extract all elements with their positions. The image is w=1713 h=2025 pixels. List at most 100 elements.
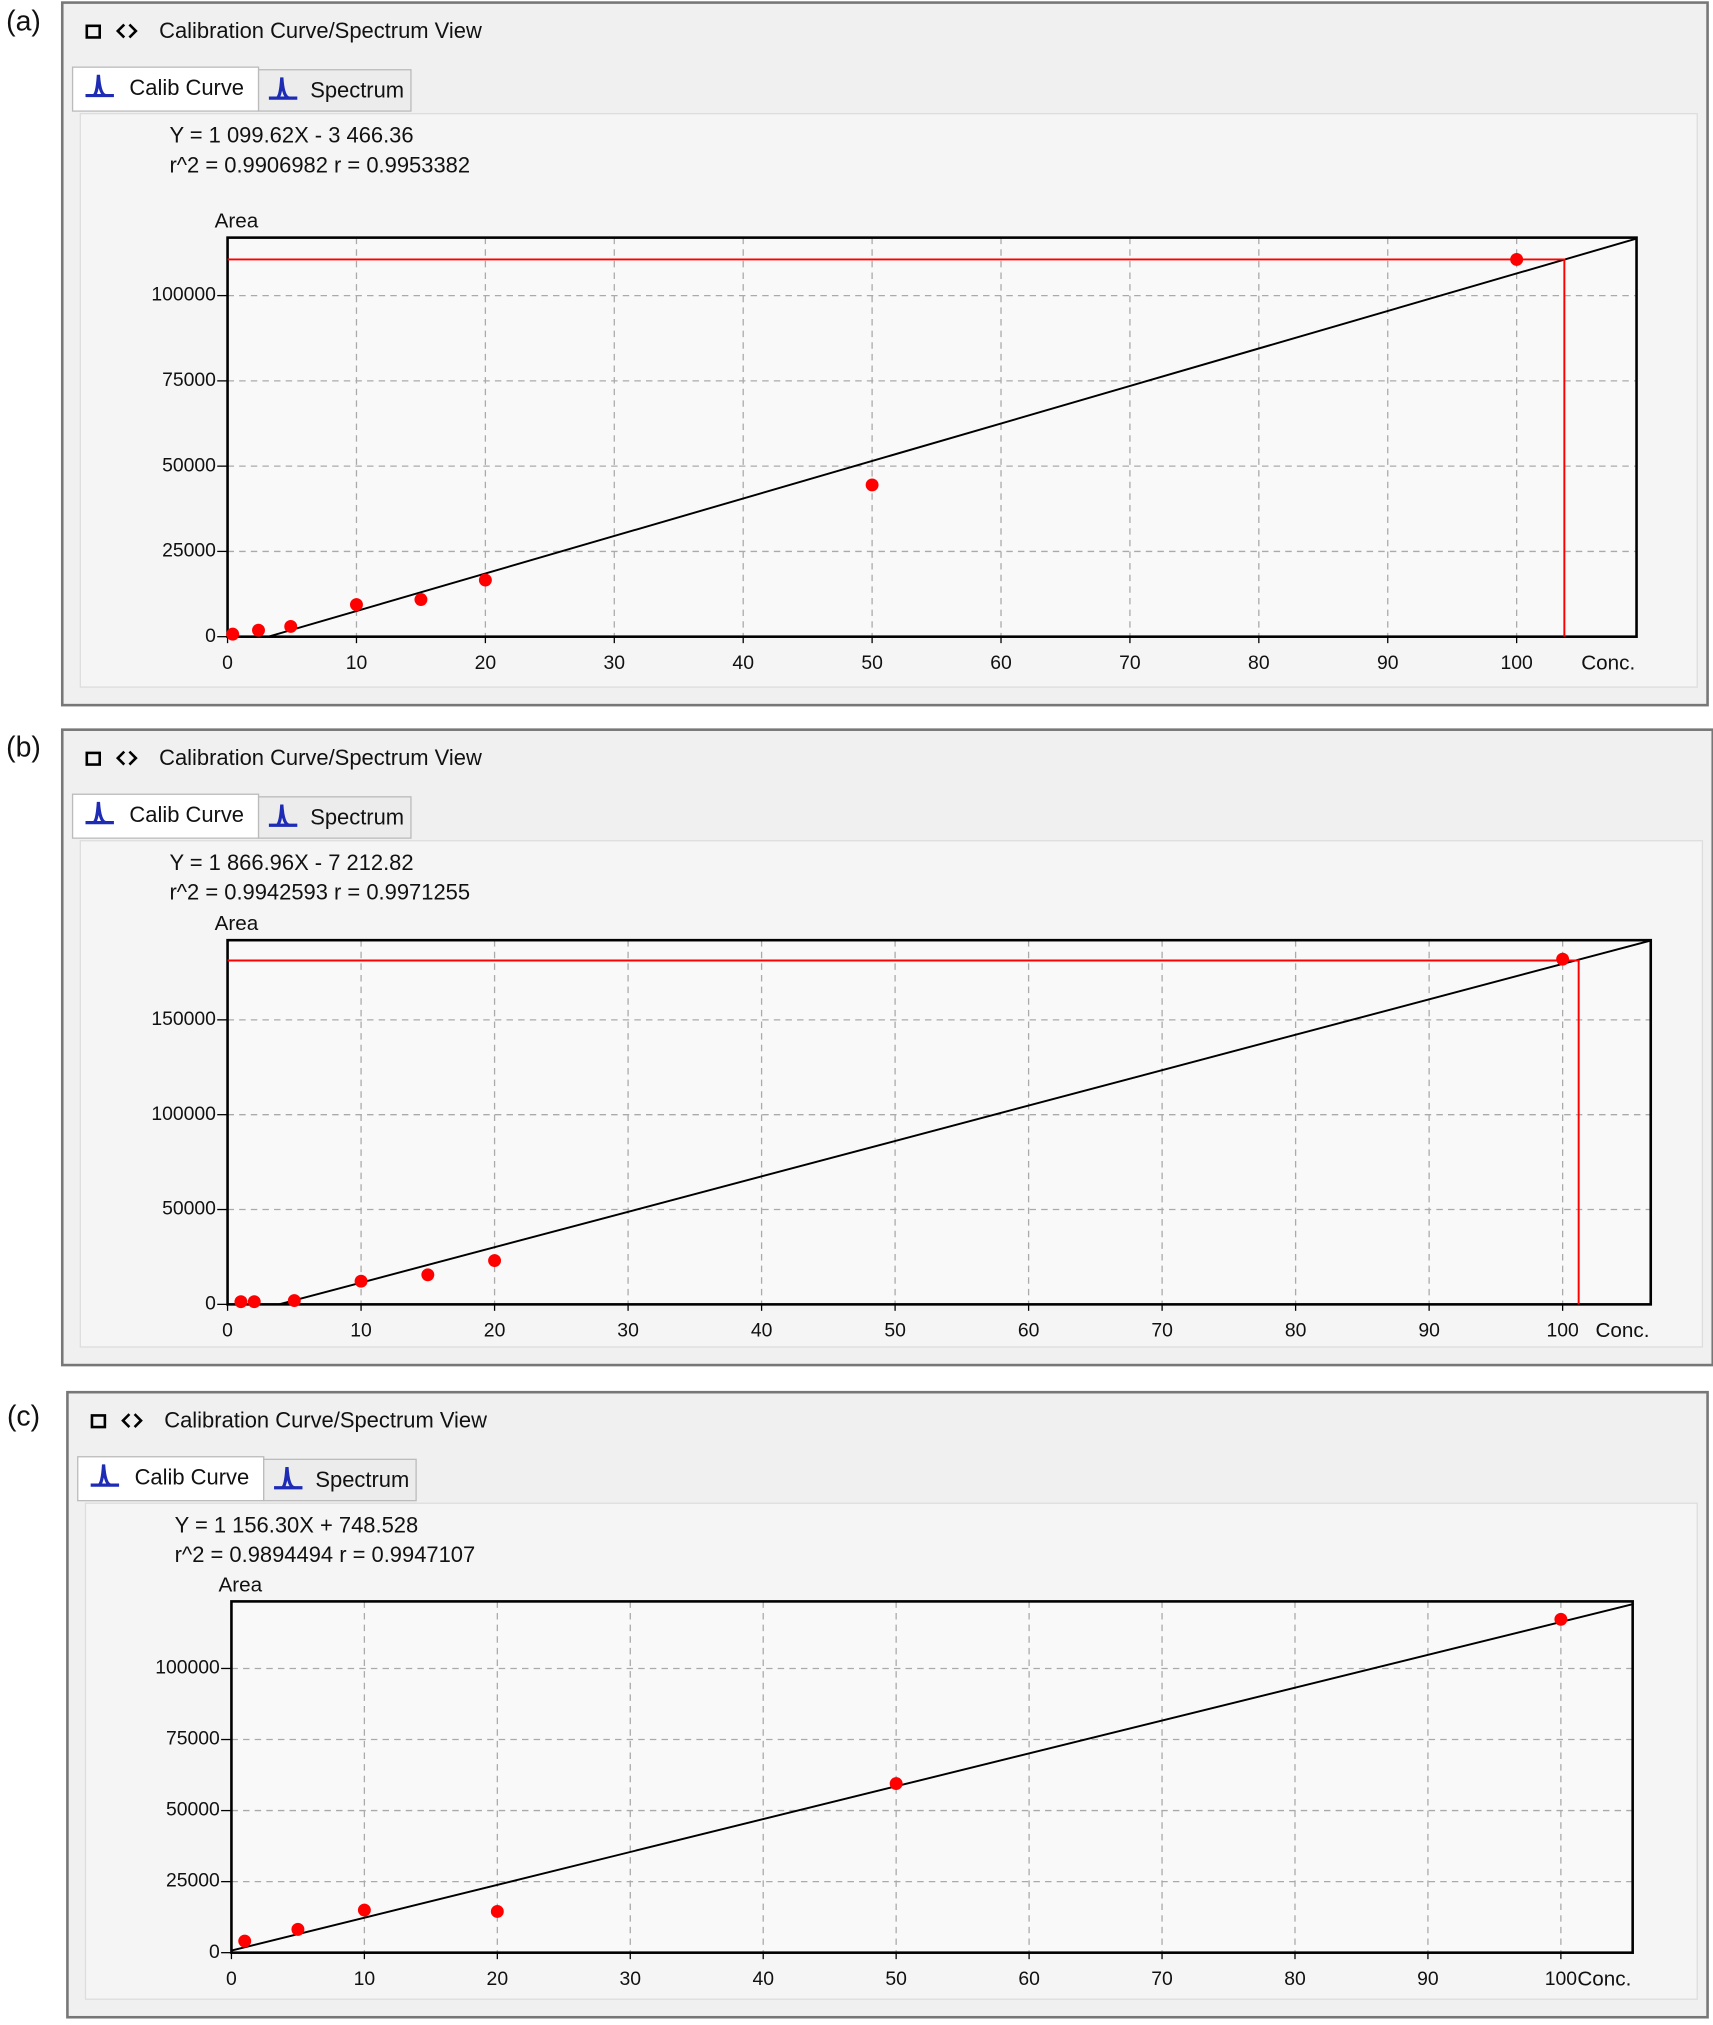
x-tick-label: 50 xyxy=(884,1320,906,1342)
y-axis-label: Area xyxy=(215,210,259,233)
x-tick-label: 20 xyxy=(475,652,497,674)
data-point xyxy=(865,478,879,492)
x-tick-label: 60 xyxy=(1018,1320,1040,1342)
tab-label[interactable]: Spectrum xyxy=(315,1467,409,1492)
tab-label[interactable]: Spectrum xyxy=(310,805,404,830)
data-point xyxy=(252,623,265,637)
x-tick-label: 10 xyxy=(346,652,368,674)
y-tick-label: 0 xyxy=(209,1941,220,1963)
expand-icon xyxy=(115,23,138,39)
data-point xyxy=(354,1274,368,1288)
data-point xyxy=(291,1922,305,1936)
y-tick-label: 25000 xyxy=(166,1870,220,1892)
y-tick-label: 100000 xyxy=(155,1657,220,1679)
tab-active[interactable] xyxy=(77,1456,265,1502)
data-point xyxy=(1554,1612,1568,1626)
x-tick-label: 50 xyxy=(861,652,883,674)
y-tick-label: 50000 xyxy=(166,1799,220,1821)
y-tick-label: 0 xyxy=(205,1292,216,1314)
data-point xyxy=(234,1295,248,1309)
x-tick-label: 90 xyxy=(1417,1968,1439,1990)
x-tick-label: 100 xyxy=(1546,1320,1579,1342)
tab-label[interactable]: Spectrum xyxy=(310,77,404,102)
x-tick-label: 10 xyxy=(350,1320,372,1342)
x-tick-label: 100 xyxy=(1500,652,1533,674)
x-tick-label: 80 xyxy=(1284,1968,1306,1990)
tab-active[interactable] xyxy=(71,793,260,839)
window-title: Calibration Curve/Spectrum View xyxy=(159,18,482,43)
window-icon xyxy=(90,1414,107,1429)
data-point xyxy=(247,1295,261,1309)
tab-icon xyxy=(268,77,298,100)
y-tick-label: 150000 xyxy=(151,1008,216,1030)
tab-icon xyxy=(274,1466,303,1490)
y-tick-label: 75000 xyxy=(162,369,216,391)
y-axis-label: Area xyxy=(215,912,259,935)
y-tick-label: 50000 xyxy=(162,454,216,476)
x-tick-label: 40 xyxy=(752,1968,774,1990)
data-point xyxy=(284,619,298,633)
panel-label: (b) xyxy=(6,732,41,764)
plot-frame xyxy=(226,236,1638,638)
data-point xyxy=(350,598,363,612)
data-point xyxy=(287,1294,301,1308)
equation: Y = 1 156.30X + 748.528 xyxy=(175,1512,419,1537)
tab-icon xyxy=(90,1464,120,1487)
window-icon xyxy=(85,24,101,39)
expand-icon xyxy=(121,1413,143,1428)
x-tick-label: 60 xyxy=(1018,1968,1040,1990)
y-tick-label: 50000 xyxy=(162,1198,216,1220)
y-tick-label: 75000 xyxy=(166,1728,220,1750)
y-tick-label: 100000 xyxy=(151,284,216,306)
data-point xyxy=(488,1254,502,1268)
window-title: Calibration Curve/Spectrum View xyxy=(159,745,482,770)
x-tick-label: 40 xyxy=(732,652,754,674)
y-tick-label: 25000 xyxy=(162,540,216,562)
data-point xyxy=(478,573,492,587)
data-point xyxy=(490,1905,504,1918)
x-tick-label: 50 xyxy=(885,1968,907,1990)
plot-frame xyxy=(226,938,1653,1306)
panel-label: (c) xyxy=(7,1401,40,1433)
y-tick-label: 100000 xyxy=(151,1103,216,1125)
x-tick-label: 0 xyxy=(222,1320,233,1342)
x-tick-label: 20 xyxy=(484,1320,506,1342)
crosshair xyxy=(227,258,1566,637)
x-tick-label: 80 xyxy=(1248,652,1270,674)
tab-label[interactable]: Calib Curve xyxy=(129,75,244,100)
x-tick-label: 30 xyxy=(619,1968,641,1990)
plot-area xyxy=(227,237,1637,637)
y-tick-label: 0 xyxy=(205,625,216,647)
x-tick-label: 90 xyxy=(1418,1320,1440,1342)
data-point xyxy=(1510,252,1524,266)
x-tick-label: 70 xyxy=(1151,1320,1173,1342)
x-tick-label: 70 xyxy=(1119,652,1141,674)
expand-icon xyxy=(115,750,138,766)
panel-label: (a) xyxy=(6,6,41,38)
data-point xyxy=(889,1777,903,1791)
plot-area xyxy=(227,940,1651,1305)
x-tick-label: 30 xyxy=(604,652,626,674)
x-axis-label: Conc. xyxy=(1581,651,1635,674)
x-tick-label: 60 xyxy=(990,652,1012,674)
window-icon xyxy=(85,751,101,766)
tab-icon xyxy=(268,804,298,827)
fit-line xyxy=(279,939,1651,1306)
equation: Y = 1 866.96X - 7 212.82 xyxy=(169,850,413,875)
x-tick-label: 100 xyxy=(1545,1968,1578,1990)
data-point xyxy=(414,593,428,606)
plot-frame xyxy=(230,1600,1634,1954)
data-point xyxy=(1556,952,1570,966)
tab-label[interactable]: Calib Curve xyxy=(135,1465,250,1490)
x-axis-label: Conc. xyxy=(1577,1967,1631,1990)
x-axis-label: Conc. xyxy=(1595,1319,1649,1342)
x-tick-label: 70 xyxy=(1151,1968,1173,1990)
data-point xyxy=(238,1934,252,1948)
window-title: Calibration Curve/Spectrum View xyxy=(164,1408,487,1433)
data-point xyxy=(421,1268,435,1282)
tab-label[interactable]: Calib Curve xyxy=(129,802,244,827)
data-point xyxy=(226,627,240,641)
fit-stats: r^2 = 0.9894494 r = 0.9947107 xyxy=(175,1542,476,1567)
x-tick-label: 80 xyxy=(1285,1320,1307,1342)
